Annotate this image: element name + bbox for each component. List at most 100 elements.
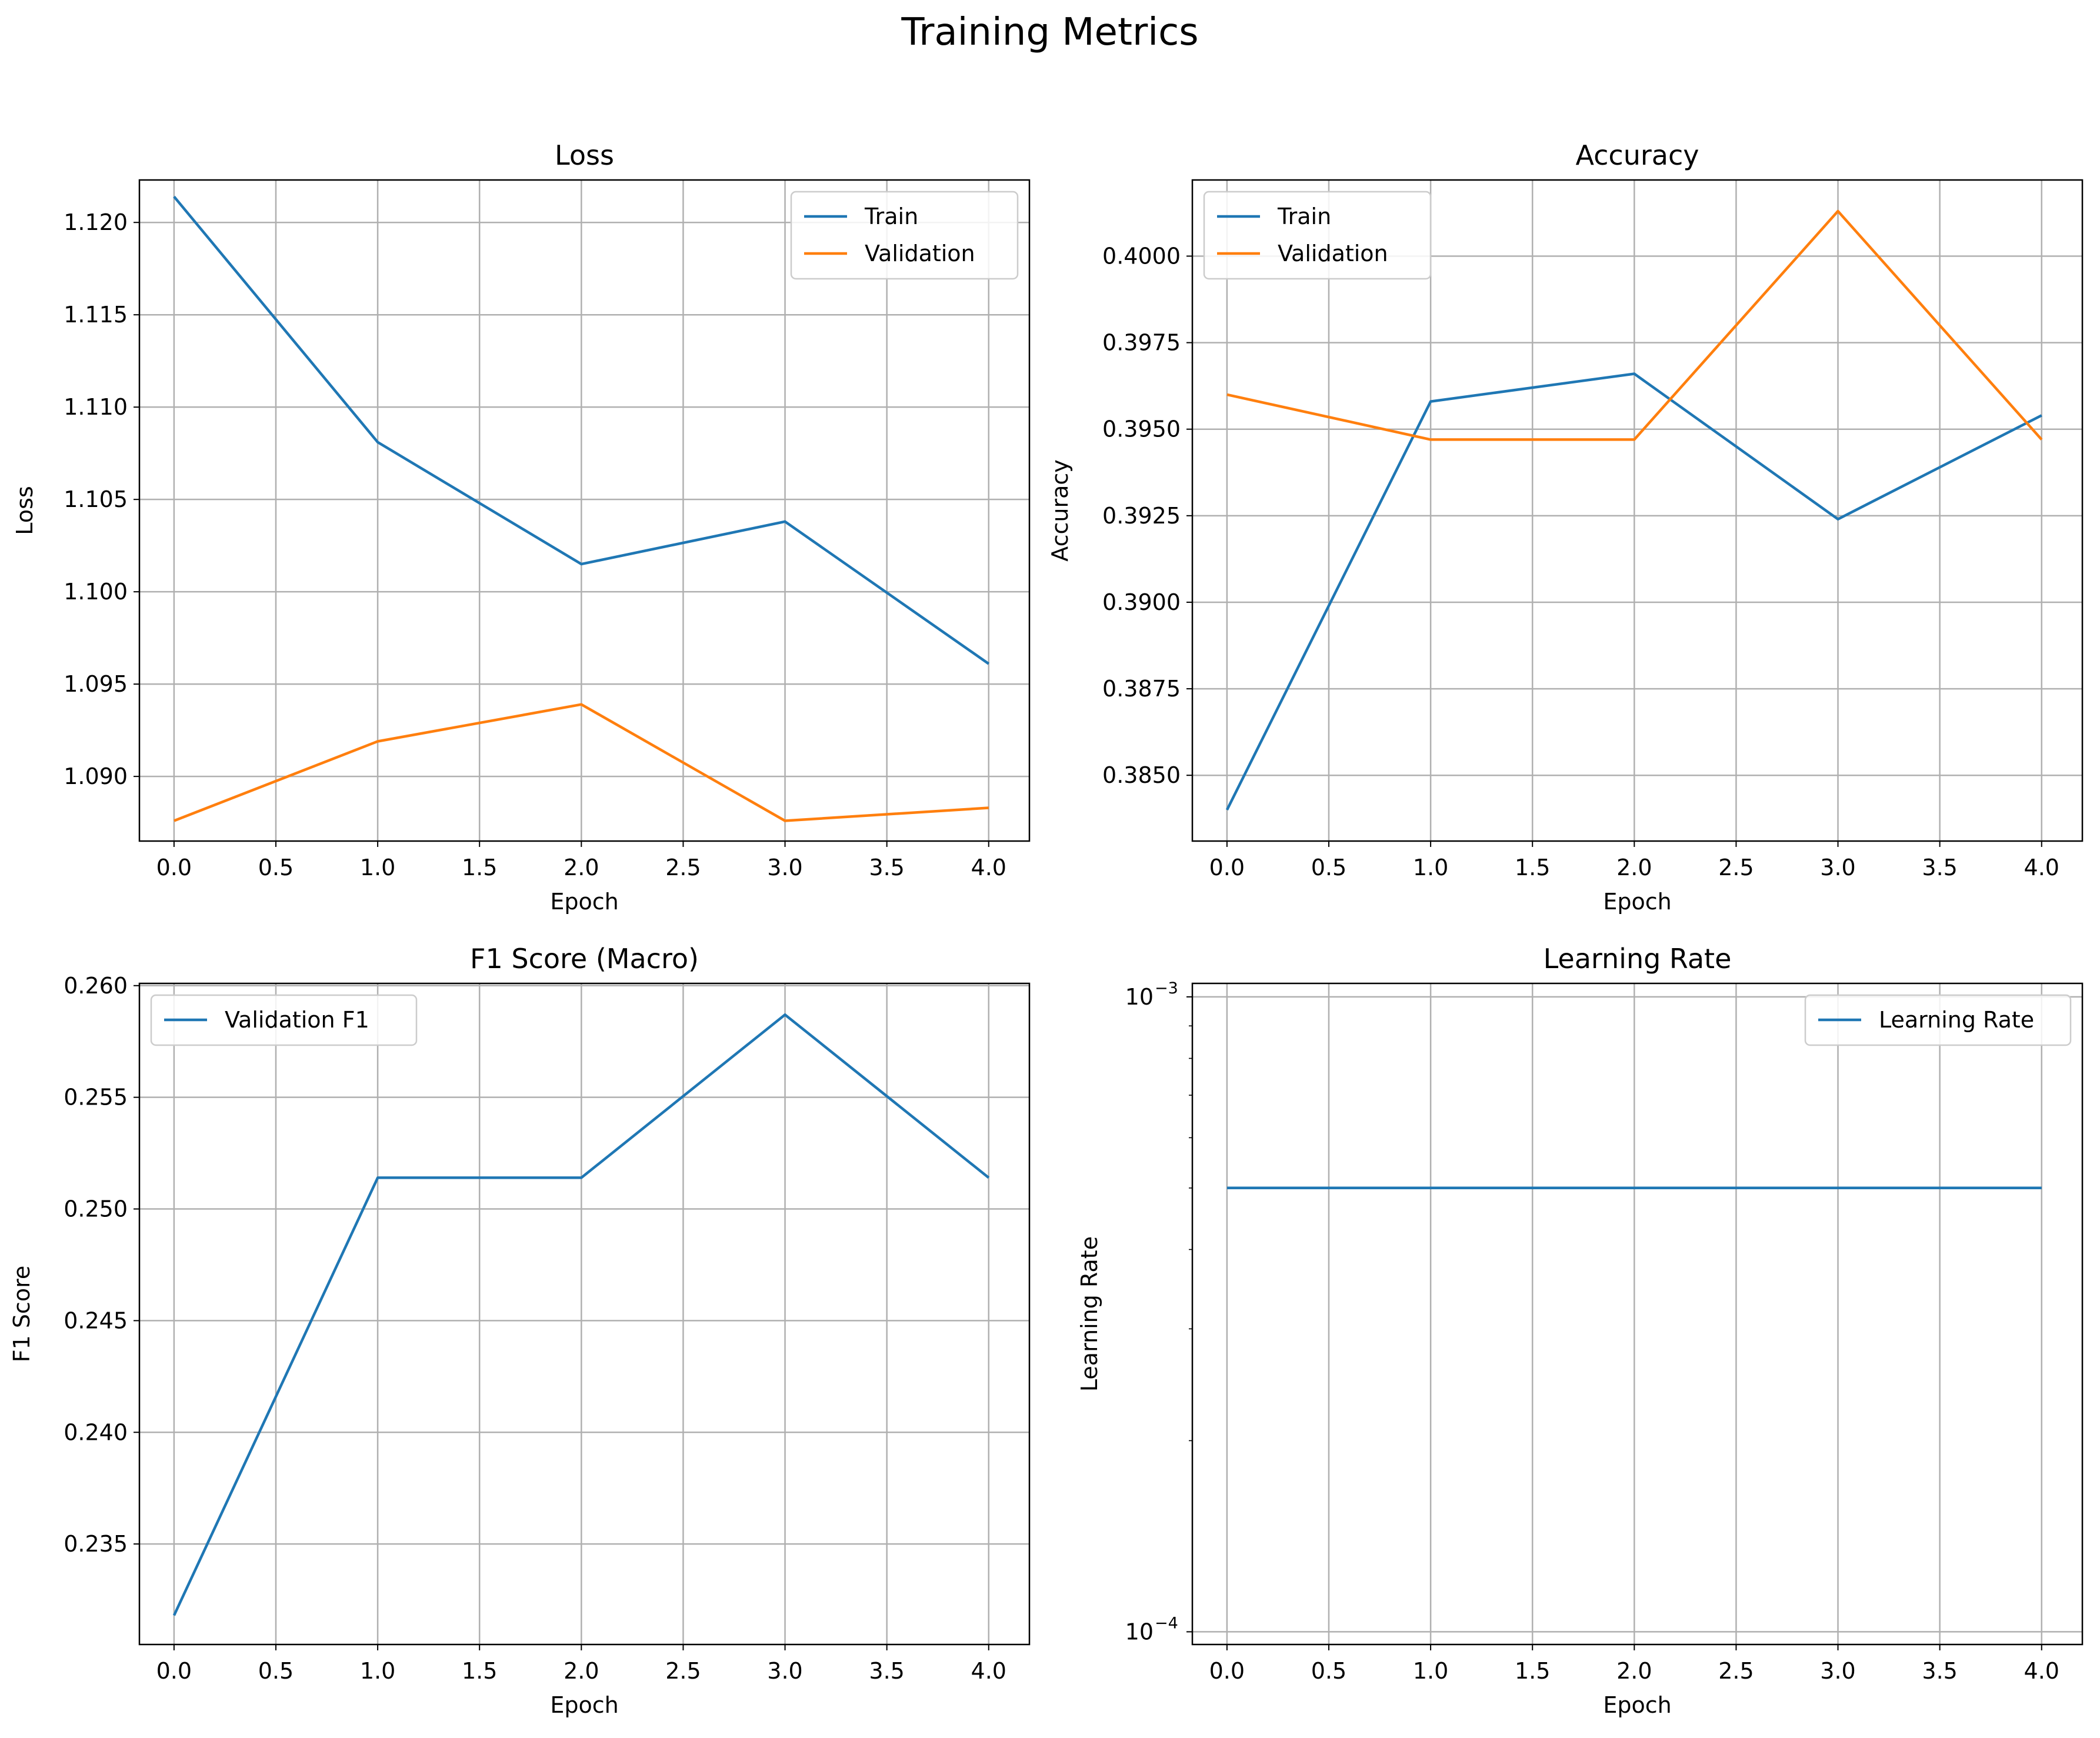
legend: Train Validation bbox=[790, 191, 1019, 280]
x-axis-label: Epoch bbox=[1603, 1692, 1671, 1718]
f1-score-subplot: 0.0 0.5 1.0 1.5 2.0 2.5 3.0 3.5 4.0 0.235 0.240 0.2… bbox=[9, 943, 1031, 1718]
x-axis-label: Epoch bbox=[550, 889, 618, 915]
figure-title: Training Metrics bbox=[901, 11, 1198, 54]
series-line-train bbox=[1225, 372, 2042, 811]
x-tick-label: 0.0 bbox=[156, 855, 192, 880]
legend: Learning Rate bbox=[1804, 994, 2072, 1046]
series-line-validation-f1 bbox=[172, 1013, 990, 1616]
x-tick-label: 4.0 bbox=[2024, 855, 2059, 880]
y-tick-label: 0.3975 bbox=[1102, 330, 1181, 356]
y-tick-label: 0.260 bbox=[64, 973, 128, 999]
legend-box bbox=[1804, 994, 2072, 1046]
x-tick-label: 0.0 bbox=[1209, 855, 1245, 880]
accuracy-subplot: 0.0 0.5 1.0 1.5 2.0 2.5 3.0 3.5 4.0 0.3850 0.3875 0… bbox=[1047, 139, 2084, 915]
y-tick-label: 1.090 bbox=[64, 763, 128, 789]
x-axis-label: Epoch bbox=[1603, 889, 1671, 915]
y-tick-label: 0.3875 bbox=[1102, 676, 1181, 702]
y-tick-label: 1.120 bbox=[64, 209, 128, 235]
legend-label: Validation F1 bbox=[225, 1007, 369, 1033]
x-tick-label: 1.5 bbox=[462, 1658, 497, 1684]
x-tick-label: 1.5 bbox=[462, 855, 497, 880]
legend-label: Validation bbox=[865, 241, 975, 266]
x-tick-label: 3.5 bbox=[869, 855, 904, 880]
x-tick-label: 2.5 bbox=[665, 1658, 701, 1684]
series-line-train bbox=[173, 195, 990, 665]
learning-rate-subplot: 0.0 0.5 1.0 1.5 2.0 2.5 3.0 3.5 4.010 −410 −3Learn… bbox=[1076, 943, 2084, 1718]
axes-frame bbox=[138, 179, 1031, 842]
y-tick-label: 0.3900 bbox=[1102, 589, 1181, 615]
x-tick-label: 3.5 bbox=[1922, 1658, 1957, 1684]
legend-label: Train bbox=[864, 204, 918, 229]
series-line-validation bbox=[174, 703, 989, 822]
x-tick-label: 0.5 bbox=[258, 1658, 294, 1684]
y-tick-label: 1.115 bbox=[64, 302, 128, 328]
x-tick-label: 3.5 bbox=[869, 1658, 904, 1684]
x-tick-label: 2.5 bbox=[1718, 1658, 1754, 1684]
y-tick-label: 0.3850 bbox=[1102, 762, 1181, 788]
y-tick-label: 1.100 bbox=[64, 579, 128, 605]
legend: Validation F1 bbox=[150, 994, 418, 1046]
x-tick-label: 2.0 bbox=[1616, 1658, 1652, 1684]
x-tick-label: 1.5 bbox=[1515, 1658, 1550, 1684]
legend-label: Train bbox=[1277, 204, 1331, 229]
y-tick-label: 1.110 bbox=[64, 394, 128, 420]
x-tick-label: 2.0 bbox=[1616, 855, 1652, 880]
legend: Train Validation bbox=[1203, 191, 1432, 280]
x-tick-label: 1.0 bbox=[1413, 855, 1448, 880]
x-tick-label: 1.0 bbox=[360, 855, 395, 880]
legend-label: Validation bbox=[1278, 241, 1388, 266]
x-tick-label: 0.0 bbox=[156, 1658, 192, 1684]
axes-frame bbox=[1191, 982, 2084, 1646]
y-tick-label-base: 10 bbox=[1125, 1619, 1154, 1644]
x-tick-label: 3.0 bbox=[767, 855, 802, 880]
y-tick-label: 1.105 bbox=[64, 486, 128, 512]
x-tick-label: 0.5 bbox=[258, 855, 294, 880]
legend-box bbox=[790, 191, 1019, 280]
y-tick-label-exponent: −3 bbox=[1155, 979, 1178, 998]
legend-box bbox=[150, 994, 418, 1046]
y-axis-label: Loss bbox=[12, 486, 38, 535]
x-axis-label: Epoch bbox=[550, 1692, 618, 1718]
x-tick-label: 1.5 bbox=[1515, 855, 1550, 880]
subplot-title: Learning Rate bbox=[1544, 943, 1732, 975]
x-tick-label: 3.0 bbox=[1820, 1658, 1855, 1684]
x-tick-label: 2.0 bbox=[564, 1658, 599, 1684]
x-tick-label: 3.0 bbox=[1820, 855, 1855, 880]
y-axis-label: Learning Rate bbox=[1076, 1236, 1102, 1392]
series-line-validation bbox=[1226, 209, 2043, 441]
x-tick-label: 1.0 bbox=[1413, 1658, 1448, 1684]
x-tick-label: 0.0 bbox=[1209, 1658, 1245, 1684]
x-tick-label: 1.0 bbox=[360, 1658, 395, 1684]
loss-subplot: 0.0 0.5 1.0 1.5 2.0 2.5 3.0 3.5 4.0 1.090 1.095 1.1… bbox=[12, 139, 1031, 915]
x-tick-label: 4.0 bbox=[971, 1658, 1006, 1684]
y-axis-label: Accuracy bbox=[1047, 459, 1073, 562]
y-tick-label-base: 10 bbox=[1125, 984, 1154, 1010]
legend-label: Learning Rate bbox=[1879, 1007, 2034, 1033]
y-tick-label: 10 bbox=[1125, 1619, 1154, 1644]
subplot-title: Loss bbox=[555, 139, 614, 171]
axes-frame bbox=[138, 982, 1031, 1646]
legend-box bbox=[1203, 191, 1432, 280]
y-tick-label: 0.240 bbox=[64, 1419, 128, 1445]
subplot-title: F1 Score (Macro) bbox=[470, 943, 699, 975]
x-tick-label: 3.0 bbox=[767, 1658, 802, 1684]
y-tick-label: 0.4000 bbox=[1102, 243, 1181, 269]
y-tick-label: 10 bbox=[1125, 984, 1154, 1010]
x-tick-label: 4.0 bbox=[2024, 1658, 2059, 1684]
x-tick-label: 4.0 bbox=[971, 855, 1006, 880]
x-tick-label: 2.0 bbox=[564, 855, 599, 880]
x-tick-label: 2.5 bbox=[1718, 855, 1754, 880]
subplot-title: Accuracy bbox=[1575, 139, 1699, 171]
y-tick-label: 0.3950 bbox=[1102, 416, 1181, 442]
axes-frame bbox=[1191, 179, 2084, 842]
x-tick-label: 3.5 bbox=[1922, 855, 1957, 880]
y-axis-label: F1 Score bbox=[9, 1266, 35, 1363]
y-tick-label: 0.235 bbox=[64, 1531, 128, 1557]
x-tick-label: 2.5 bbox=[665, 855, 701, 880]
y-tick-label: 0.3925 bbox=[1102, 503, 1181, 529]
x-tick-label: 0.5 bbox=[1311, 1658, 1346, 1684]
x-tick-label: 0.5 bbox=[1311, 855, 1346, 880]
y-tick-label-exponent: −4 bbox=[1155, 1614, 1178, 1632]
y-tick-label: 0.245 bbox=[64, 1307, 128, 1333]
